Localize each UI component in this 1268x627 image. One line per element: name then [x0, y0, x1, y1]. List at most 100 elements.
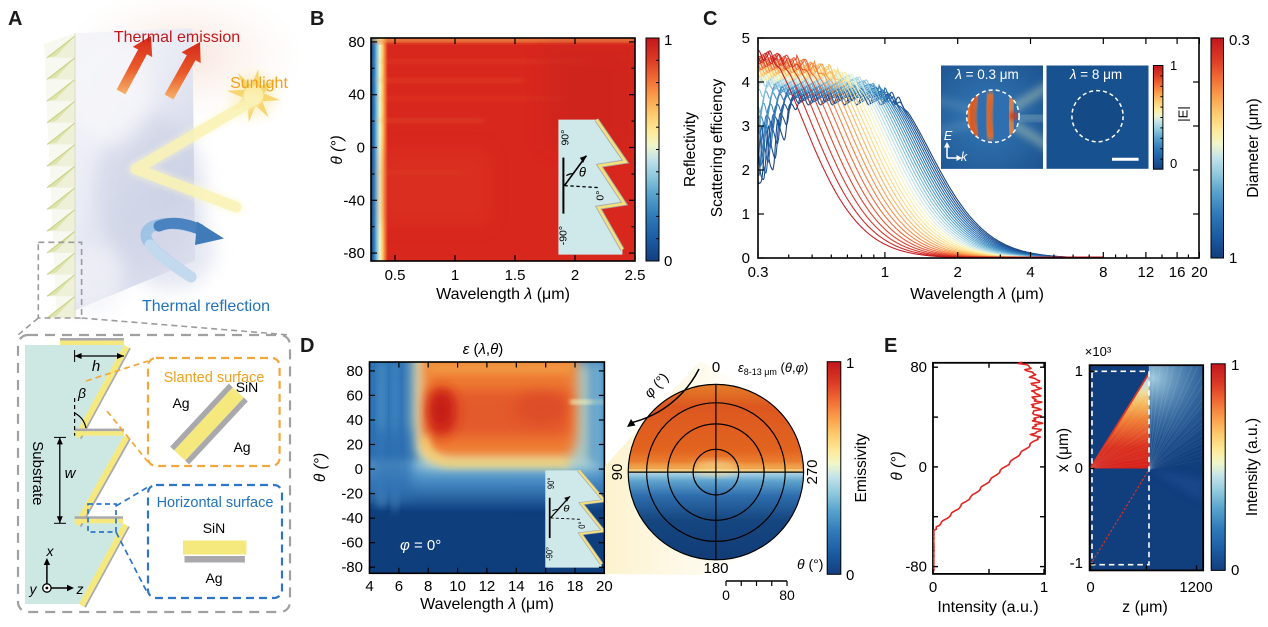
- svg-text:A: A: [8, 8, 22, 30]
- svg-text:θ (°): θ (°): [312, 453, 329, 482]
- svg-text:80: 80: [348, 34, 365, 51]
- svg-text:Intensity (a.u.): Intensity (a.u.): [1244, 418, 1261, 516]
- svg-text:40: 40: [346, 412, 363, 429]
- svg-text:SiN: SiN: [236, 379, 259, 395]
- svg-text:0.3: 0.3: [748, 264, 769, 281]
- svg-text:θ (°): θ (°): [797, 556, 823, 572]
- svg-text:20: 20: [596, 578, 613, 595]
- svg-text:0: 0: [357, 140, 365, 157]
- svg-text:16: 16: [537, 578, 554, 595]
- svg-text:Sunlight: Sunlight: [230, 75, 288, 92]
- svg-text:0: 0: [722, 587, 730, 603]
- svg-text:12: 12: [479, 578, 496, 595]
- svg-text:θ: θ: [563, 504, 570, 514]
- svg-text:2: 2: [954, 264, 962, 281]
- svg-text:0: 0: [742, 250, 750, 267]
- svg-text:1200: 1200: [1179, 579, 1212, 596]
- svg-text:-80: -80: [905, 559, 927, 576]
- svg-text:180: 180: [703, 560, 728, 577]
- svg-text:E: E: [884, 335, 897, 357]
- svg-text:80: 80: [910, 359, 927, 376]
- svg-text:θ: θ: [579, 165, 586, 180]
- svg-text:λ = 0.3 μm: λ = 0.3 μm: [954, 67, 1019, 82]
- svg-text:18: 18: [567, 578, 584, 595]
- svg-text:x: x: [46, 543, 55, 559]
- svg-text:0: 0: [846, 567, 854, 584]
- svg-text:-1: -1: [1070, 555, 1083, 572]
- svg-text:0°: 0°: [576, 522, 587, 529]
- svg-text:k: k: [961, 150, 968, 164]
- svg-text:×10³: ×10³: [1085, 344, 1112, 359]
- svg-text:Thermal reflection: Thermal reflection: [142, 298, 270, 315]
- svg-text:90: 90: [609, 464, 626, 481]
- svg-text:Intensity (a.u.): Intensity (a.u.): [937, 599, 1038, 616]
- svg-text:90°: 90°: [559, 130, 571, 146]
- svg-text:|E|: |E|: [1176, 106, 1191, 121]
- svg-text:0: 0: [664, 253, 672, 270]
- svg-text:90°: 90°: [545, 478, 556, 489]
- svg-text:4: 4: [1026, 264, 1034, 281]
- svg-text:x (μm): x (μm): [1055, 428, 1072, 472]
- svg-text:θ (°): θ (°): [329, 135, 346, 164]
- svg-text:-80: -80: [343, 245, 365, 262]
- svg-text:Thermal emission: Thermal emission: [114, 29, 240, 46]
- svg-text:-20: -20: [341, 486, 363, 503]
- svg-text:80: 80: [346, 363, 363, 380]
- svg-text:1: 1: [881, 264, 889, 281]
- svg-text:1: 1: [664, 32, 672, 49]
- svg-text:Wavelength λ (μm): Wavelength λ (μm): [436, 286, 570, 303]
- svg-text:16: 16: [1169, 264, 1186, 281]
- svg-text:2: 2: [571, 267, 579, 284]
- svg-text:2.5: 2.5: [625, 267, 646, 284]
- svg-text:ε (λ,θ): ε (λ,θ): [463, 341, 503, 358]
- svg-text:0.5: 0.5: [385, 267, 406, 284]
- svg-text:Ag: Ag: [233, 439, 250, 455]
- svg-text:1: 1: [846, 355, 854, 372]
- svg-text:-90°: -90°: [557, 226, 569, 245]
- svg-text:Horizontal surface: Horizontal surface: [157, 495, 274, 511]
- svg-text:6: 6: [395, 578, 403, 595]
- svg-text:270: 270: [804, 459, 821, 484]
- svg-text:1: 1: [1229, 250, 1237, 267]
- svg-text:Wavelength λ (μm): Wavelength λ (μm): [910, 286, 1044, 303]
- svg-text:Ag: Ag: [172, 395, 189, 411]
- svg-text:1: 1: [1040, 579, 1048, 596]
- svg-text:SiN: SiN: [203, 520, 226, 536]
- svg-text:20: 20: [1191, 264, 1208, 281]
- svg-text:12: 12: [1138, 264, 1155, 281]
- svg-text:-90°: -90°: [544, 547, 555, 561]
- svg-text:0.3: 0.3: [1229, 32, 1250, 49]
- svg-text:0: 0: [929, 579, 937, 596]
- svg-text:0: 0: [355, 461, 363, 478]
- svg-text:0: 0: [1086, 579, 1094, 596]
- svg-text:Diameter (μm): Diameter (μm): [1245, 98, 1262, 197]
- svg-text:1: 1: [451, 267, 459, 284]
- svg-text:0: 0: [1231, 562, 1239, 579]
- svg-text:θ (°): θ (°): [889, 451, 906, 480]
- svg-text:1.5: 1.5: [505, 267, 526, 284]
- svg-text:80: 80: [779, 587, 795, 603]
- svg-text:-40: -40: [341, 510, 363, 527]
- svg-text:E: E: [944, 129, 953, 143]
- svg-text:φ = 0°: φ = 0°: [400, 537, 441, 554]
- svg-text:1: 1: [1231, 357, 1239, 374]
- svg-text:h: h: [92, 358, 100, 375]
- svg-text:4: 4: [742, 74, 750, 91]
- svg-text:0: 0: [1075, 460, 1083, 477]
- svg-text:C: C: [703, 8, 717, 30]
- svg-text:y: y: [29, 581, 38, 597]
- svg-text:Ag: Ag: [205, 570, 222, 586]
- svg-text:0: 0: [919, 459, 927, 476]
- svg-text:Reflectivity: Reflectivity: [682, 112, 699, 187]
- svg-text:2: 2: [742, 162, 750, 179]
- svg-text:λ = 8 μm: λ = 8 μm: [1069, 67, 1122, 82]
- svg-text:14: 14: [508, 578, 525, 595]
- svg-text:Emissivity: Emissivity: [853, 433, 870, 502]
- svg-text:w: w: [65, 465, 77, 482]
- svg-text:1: 1: [1075, 363, 1083, 380]
- svg-text:z: z: [76, 581, 84, 597]
- svg-text:8: 8: [424, 578, 432, 595]
- svg-text:z (μm): z (μm): [1122, 599, 1168, 616]
- svg-text:-80: -80: [341, 559, 363, 576]
- svg-text:8: 8: [1099, 264, 1107, 281]
